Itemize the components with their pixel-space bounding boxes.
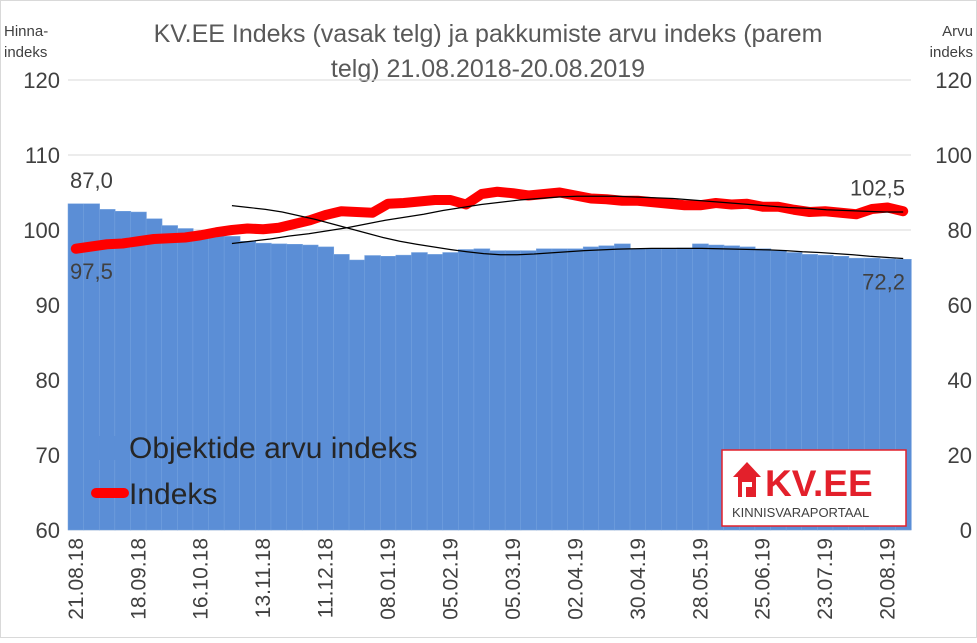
bar-objektide-arvu-indeks-32 xyxy=(568,249,584,530)
bar-objektide-arvu-indeks-40 xyxy=(692,244,708,530)
bar-objektide-arvu-indeks-21 xyxy=(396,255,412,530)
bar-objektide-arvu-indeks-19 xyxy=(365,256,381,531)
y-right-axis-title-line-2: indeks xyxy=(930,44,973,61)
y-left-tick-label: 80 xyxy=(36,368,60,393)
bar-objektide-arvu-indeks-33 xyxy=(583,247,599,530)
bar-objektide-arvu-indeks-28 xyxy=(505,251,521,530)
chart-title-line-2: telg) 21.08.2018-20.08.2019 xyxy=(331,55,645,83)
bar-objektide-arvu-indeks-37 xyxy=(646,249,662,530)
bar-objektide-arvu-indeks-26 xyxy=(474,249,490,530)
x-tick-label: 02.04.19 xyxy=(564,538,587,620)
legend-label-indeks: Indeks xyxy=(129,478,217,511)
x-tick-label: 13.11.18 xyxy=(252,538,275,618)
y-left-tick-label: 70 xyxy=(36,443,60,468)
bar-objektide-arvu-indeks-11 xyxy=(240,241,256,530)
x-tick-label: 05.02.19 xyxy=(439,538,462,620)
bar-objektide-arvu-indeks-39 xyxy=(677,248,693,530)
bar-objektide-arvu-indeks-12 xyxy=(255,243,271,530)
logo-brand-text: KV.EE xyxy=(765,463,873,504)
bar-objektide-arvu-indeks-15 xyxy=(302,245,318,530)
bar-objektide-arvu-indeks-13 xyxy=(271,244,287,530)
y-left-axis-title-line-2: indeks xyxy=(4,44,47,61)
x-tick-label: 25.06.19 xyxy=(752,538,775,620)
data-label-97-5: 97,5 xyxy=(70,259,113,284)
kv-ee-logo: KV.EE KINNISVARAPORTAAL xyxy=(722,450,906,526)
legend-label-objektide-arvu-indeks: Objektide arvu indeks xyxy=(129,432,418,465)
bar-objektide-arvu-indeks-23 xyxy=(427,254,443,530)
y-right-tick-label: 20 xyxy=(948,443,972,468)
data-label-87-0: 87,0 xyxy=(70,168,113,193)
x-tick-label: 08.01.19 xyxy=(377,538,400,620)
x-tick-label: 11.12.18 xyxy=(315,538,338,618)
y-right-tick-label: 60 xyxy=(948,293,972,318)
y-left-tick-label: 100 xyxy=(23,218,60,243)
y-left-axis-title-line-1: Hinna- xyxy=(4,23,48,40)
data-label-72-2: 72,2 xyxy=(862,269,905,294)
bar-objektide-arvu-indeks-24 xyxy=(443,253,459,531)
x-tick-label: 16.10.18 xyxy=(190,538,213,620)
y-left-tick-label: 90 xyxy=(36,293,60,318)
y-right-tick-label: 100 xyxy=(935,143,972,168)
chart-title-line-1: KV.EE Indeks (vasak telg) ja pakkumiste … xyxy=(154,20,823,48)
legend-swatch-objektide-arvu-indeks xyxy=(99,436,123,460)
bar-objektide-arvu-indeks-31 xyxy=(552,249,568,530)
bar-objektide-arvu-indeks-2 xyxy=(99,209,115,530)
x-tick-label: 21.08.18 xyxy=(65,538,88,620)
bar-objektide-arvu-indeks-10 xyxy=(224,236,240,530)
x-tick-label: 18.09.18 xyxy=(127,538,150,620)
data-label-102-5: 102,5 xyxy=(850,175,905,200)
bar-objektide-arvu-indeks-14 xyxy=(287,244,303,530)
y-left-tick-label: 110 xyxy=(25,143,60,168)
bar-objektide-arvu-indeks-29 xyxy=(521,251,537,530)
y-right-tick-label: 120 xyxy=(935,68,972,93)
bar-objektide-arvu-indeks-25 xyxy=(458,250,474,531)
bar-objektide-arvu-indeks-36 xyxy=(630,249,646,530)
bar-objektide-arvu-indeks-1 xyxy=(84,204,100,530)
bar-objektide-arvu-indeks-22 xyxy=(411,253,427,531)
bar-objektide-arvu-indeks-27 xyxy=(490,251,506,530)
x-tick-label: 20.08.19 xyxy=(877,538,900,620)
bar-objektide-arvu-indeks-35 xyxy=(614,244,630,530)
x-tick-label: 23.07.19 xyxy=(814,538,837,620)
y-right-axis-title-line-1: Arvu xyxy=(942,23,973,40)
x-tick-label: 30.04.19 xyxy=(627,538,650,620)
bar-objektide-arvu-indeks-20 xyxy=(380,256,396,530)
y-right-tick-label: 80 xyxy=(948,218,972,243)
logo-tagline-text: KINNISVARAPORTAAL xyxy=(732,505,869,520)
y-left-tick-label: 60 xyxy=(36,518,60,543)
x-tick-label: 28.05.19 xyxy=(689,538,712,620)
y-right-tick-label: 0 xyxy=(960,518,972,543)
y-left-tick-label: 120 xyxy=(23,68,60,93)
y-right-tick-label: 40 xyxy=(948,368,972,393)
bar-objektide-arvu-indeks-38 xyxy=(661,249,677,530)
x-tick-label: 05.03.19 xyxy=(502,538,525,620)
bar-objektide-arvu-indeks-34 xyxy=(599,246,615,530)
bar-objektide-arvu-indeks-16 xyxy=(318,247,334,530)
bar-objektide-arvu-indeks-30 xyxy=(536,249,552,530)
bar-objektide-arvu-indeks-18 xyxy=(349,260,365,530)
bar-objektide-arvu-indeks-17 xyxy=(333,254,349,530)
